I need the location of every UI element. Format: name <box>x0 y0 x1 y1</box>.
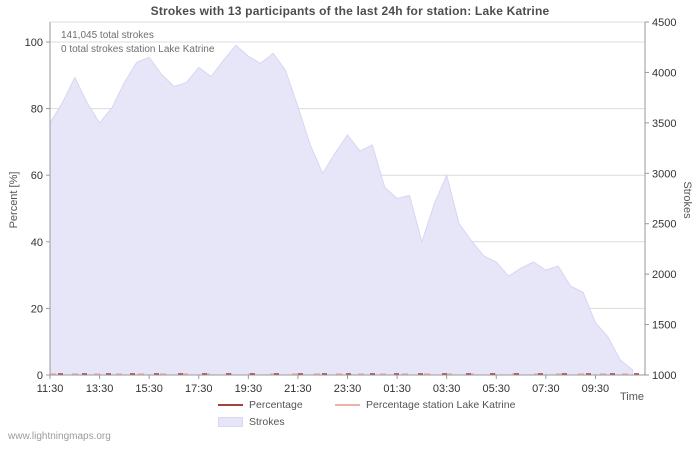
legend-row-percentages: Percentage Percentage station Lake Katri… <box>218 399 515 411</box>
chart-title: Strokes with 13 participants of the last… <box>150 4 550 18</box>
svg-text:07:30: 07:30 <box>532 383 560 395</box>
watermark-link: www.lightningmaps.org <box>8 431 111 442</box>
svg-text:2500: 2500 <box>652 219 676 231</box>
legend-row-strokes: Strokes <box>218 416 515 428</box>
svg-text:19:30: 19:30 <box>235 383 263 395</box>
svg-text:05:30: 05:30 <box>482 383 510 395</box>
chart-legend: Percentage Percentage station Lake Katri… <box>218 399 515 428</box>
svg-text:3500: 3500 <box>652 118 676 130</box>
svg-text:4000: 4000 <box>652 67 676 79</box>
station-strokes-annotation: 0 total strokes station Lake Katrine <box>61 44 215 55</box>
legend-label-strokes: Strokes <box>249 416 285 428</box>
svg-text:21:30: 21:30 <box>284 383 312 395</box>
svg-text:01:30: 01:30 <box>383 383 411 395</box>
svg-text:3000: 3000 <box>652 168 676 180</box>
svg-text:4500: 4500 <box>652 17 676 29</box>
svg-text:1500: 1500 <box>652 320 676 332</box>
svg-text:11:30: 11:30 <box>37 383 64 395</box>
legend-label-percentage-station: Percentage station Lake Katrine <box>366 399 516 411</box>
svg-text:100: 100 <box>25 37 43 49</box>
svg-text:80: 80 <box>31 104 43 116</box>
strokes-area-swatch <box>218 417 243 427</box>
legend-label-percentage: Percentage <box>249 399 303 411</box>
legend-item-strokes: Strokes <box>218 416 335 428</box>
svg-text:0: 0 <box>37 370 43 382</box>
svg-text:40: 40 <box>31 237 43 249</box>
percentage-line-swatch <box>218 404 243 406</box>
svg-text:23:30: 23:30 <box>334 383 362 395</box>
percentage-station-line-swatch <box>335 404 360 406</box>
svg-text:60: 60 <box>31 170 43 182</box>
svg-text:1000: 1000 <box>652 370 676 382</box>
svg-text:15:30: 15:30 <box>135 383 163 395</box>
x-axis-label: Time <box>620 391 645 403</box>
svg-text:03:30: 03:30 <box>433 383 461 395</box>
svg-text:20: 20 <box>31 303 43 315</box>
legend-item-percentage-station: Percentage station Lake Katrine <box>335 399 515 411</box>
svg-text:13:30: 13:30 <box>86 383 114 395</box>
svg-text:17:30: 17:30 <box>185 383 213 395</box>
svg-text:09:30: 09:30 <box>582 383 610 395</box>
legend-item-percentage: Percentage <box>218 399 335 411</box>
total-strokes-annotation: 141,045 total strokes <box>61 30 154 41</box>
svg-text:2000: 2000 <box>652 269 676 281</box>
